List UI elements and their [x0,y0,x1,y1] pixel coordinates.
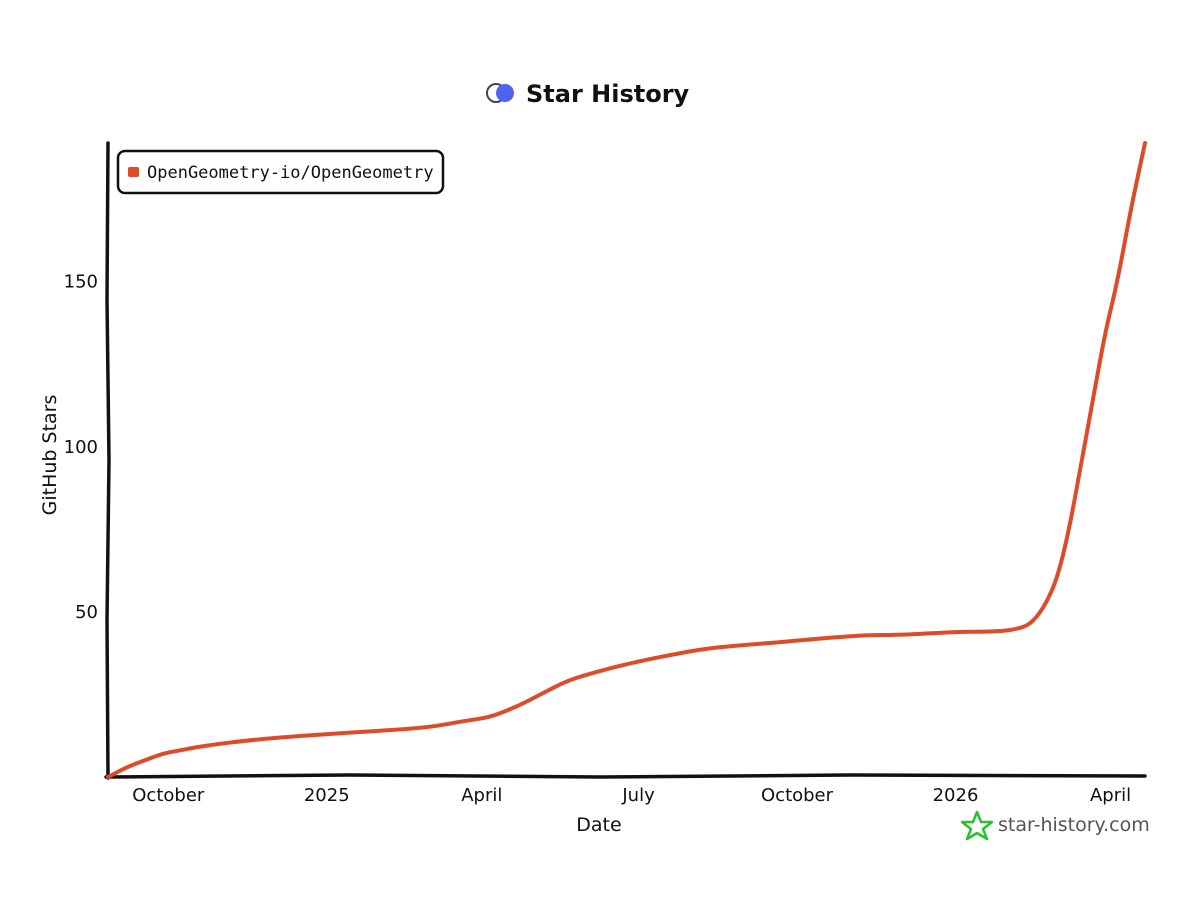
legend-swatch [128,167,139,177]
y-tick-label: 100 [64,437,98,458]
series-line [106,141,1147,779]
y-axis-line [105,141,111,780]
x-tick-label: July [621,785,655,806]
x-tick-label: 2026 [933,785,979,806]
toggle-logo-icon [496,84,514,102]
x-tick-label: 2025 [304,785,350,806]
y-ticks: 50 100 150 [64,272,98,623]
x-tick-label: October [761,785,834,806]
legend-box [116,149,445,195]
branding: star-history.com [960,810,1150,841]
x-axis-line [104,773,1147,779]
x-axis-label: Date [576,814,621,836]
legend: OpenGeometry-io/OpenGeometry [116,149,445,195]
y-axis-label: GitHub Stars [39,395,61,516]
y-tick-label: 50 [75,602,98,623]
x-tick-label: April [1090,785,1131,806]
legend-series-label: OpenGeometry-io/OpenGeometry [147,163,434,183]
x-tick-label: April [461,785,502,806]
series-layer [106,141,1147,779]
axes [104,141,1147,780]
y-tick-label: 150 [64,272,98,293]
chart-title-group: Star History [486,80,690,108]
x-ticks: October 2025 April July October 2026 April [132,785,1131,806]
chart-title: Star History [526,80,690,108]
x-tick-label: October [132,785,205,806]
star-icon [960,810,994,841]
brand-text: star-history.com [998,814,1150,836]
